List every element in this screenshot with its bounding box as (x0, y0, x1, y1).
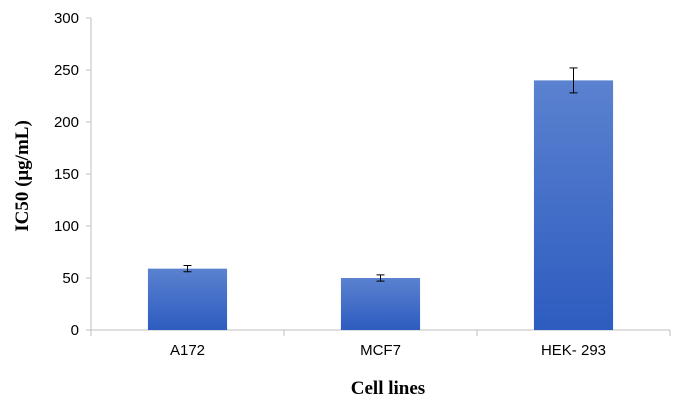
bar-a172 (147, 268, 228, 330)
y-tick-label: 300 (54, 10, 79, 27)
y-tick-label: 100 (54, 218, 79, 235)
error-bars (183, 67, 578, 282)
y-tick-label: 250 (54, 62, 79, 79)
y-tick-label: 200 (54, 114, 79, 131)
x-axis-title: Cell lines (351, 378, 425, 399)
y-tick-label: 50 (62, 270, 79, 287)
y-axis-title: IC50 (μg/mL) (12, 120, 33, 232)
y-tick-label: 150 (54, 166, 79, 183)
x-tick-label: A172 (170, 342, 205, 359)
bar-hek-293 (533, 80, 614, 331)
bars (147, 80, 614, 331)
x-tick-label: MCF7 (360, 342, 401, 359)
x-tick-label: HEK- 293 (541, 342, 606, 359)
x-axis: A172 MCF7 HEK- 293 (90, 329, 671, 359)
bar-mcf7 (340, 278, 421, 330)
y-tick-label: 0 (71, 322, 79, 339)
y-axis: 0 50 100 150 200 250 300 (54, 10, 92, 339)
